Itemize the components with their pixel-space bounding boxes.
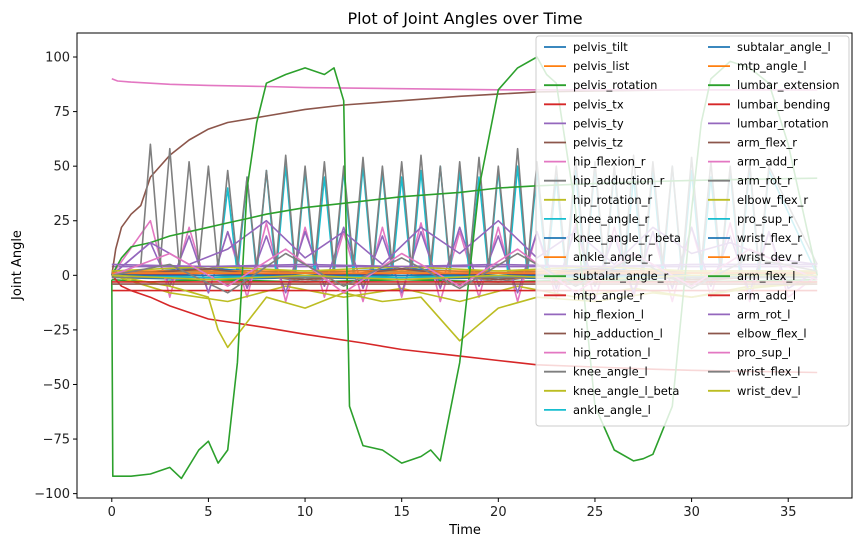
legend-label-wrist_dev_r: wrist_dev_r: [737, 250, 803, 264]
legend-label-wrist_flex_l: wrist_flex_l: [737, 365, 800, 379]
legend-label-hip_adduction_r: hip_adduction_r: [573, 174, 665, 188]
legend-label-hip_rotation_l: hip_rotation_l: [573, 346, 651, 360]
legend-label-wrist_dev_l: wrist_dev_l: [737, 384, 801, 398]
x-tick-label: 5: [204, 505, 212, 520]
legend-box: [535, 35, 850, 427]
x-tick-label: 15: [393, 505, 410, 520]
legend-label-elbow_flex_l: elbow_flex_l: [737, 327, 807, 341]
legend: pelvis_tilt pelvis_list pelvis_rotationpel…: [535, 35, 850, 427]
legend-label-wrist_flex_r: wrist_flex_r: [737, 231, 802, 245]
x-tick-label: 25: [587, 505, 604, 520]
legend-label-mtp_angle_r: mtp_angle_r: [573, 288, 644, 302]
legend-label-knee_angle_r: knee_angle_r: [573, 212, 650, 226]
series-line-pelvis_tz: [111, 89, 818, 276]
legend-label-pelvis_tz: pelvis_tz: [573, 136, 623, 150]
legend-label-subtalar_angle_l: subtalar_angle_l: [737, 40, 831, 54]
y-axis-title: Joint Angle: [10, 230, 25, 301]
y-tick-label: 25: [53, 214, 70, 229]
legend-label-pelvis_tilt: pelvis_tilt: [573, 40, 628, 54]
legend-label-elbow_flex_r: elbow_flex_r: [737, 193, 808, 207]
legend-label-pro_sup_l: pro_sup_l: [737, 346, 791, 360]
x-tick-label: 30: [683, 505, 700, 520]
legend-label-arm_add_r: arm_add_r: [737, 155, 798, 169]
plot-frame: [76, 32, 853, 499]
x-axis-ticks: 0 5 10 15 20 25 30 35: [108, 498, 797, 520]
axes: [76, 32, 853, 499]
legend-label-arm_rot_l: arm_rot_l: [737, 307, 791, 321]
legend-label-pelvis_ty: pelvis_ty: [573, 116, 624, 130]
x-tick-label: 35: [780, 505, 797, 520]
y-tick-label: 50: [53, 160, 70, 175]
legend-label-knee_angle_l: knee_angle_l: [573, 365, 648, 379]
y-tick-label: −50: [43, 378, 70, 393]
legend-label-pelvis_rotation: pelvis_rotation: [573, 78, 657, 92]
legend-label-hip_rotation_r: hip_rotation_r: [573, 193, 652, 207]
y-axis-ticks: −100 −75 −50 −25 0 25 50 75 100: [34, 51, 77, 502]
legend-label-hip_adduction_l: hip_adduction_l: [573, 327, 663, 341]
legend-label-arm_rot_r: arm_rot_r: [737, 174, 792, 188]
x-tick-label: 20: [490, 505, 507, 520]
legend-label-knee_angle_l_beta: knee_angle_l_beta: [573, 384, 679, 398]
legend-label-lumbar_bending: lumbar_bending: [737, 97, 830, 111]
legend-label-pelvis_list: pelvis_list: [573, 59, 630, 73]
legend-label-lumbar_rotation: lumbar_rotation: [737, 116, 829, 130]
x-tick-label: 10: [297, 505, 314, 520]
y-tick-label: −75: [43, 433, 70, 448]
legend-label-pelvis_tx: pelvis_tx: [573, 97, 624, 111]
legend-label-arm_add_l: arm_add_l: [737, 288, 796, 302]
legend-label-lumbar_extension: lumbar_extension: [737, 78, 840, 92]
y-tick-label: 75: [53, 105, 70, 120]
y-tick-label: −25: [43, 323, 70, 338]
y-tick-label: −100: [34, 487, 70, 502]
legend-label-ankle_angle_r: ankle_angle_r: [573, 250, 653, 264]
legend-label-knee_angle_r_beta: knee_angle_r_beta: [573, 231, 681, 245]
legend-label-ankle_angle_l: ankle_angle_l: [573, 403, 651, 417]
legend-label-mtp_angle_l: mtp_angle_l: [737, 59, 807, 73]
x-tick-label: 0: [108, 505, 116, 520]
legend-label-arm_flex_l: arm_flex_l: [737, 269, 795, 283]
legend-label-subtalar_angle_r: subtalar_angle_r: [573, 269, 669, 283]
legend-label-hip_flexion_l: hip_flexion_l: [573, 307, 644, 321]
chart-title: Plot of Joint Angles over Time: [347, 9, 582, 28]
legend-label-arm_flex_r: arm_flex_r: [737, 136, 797, 150]
legend-label-pro_sup_r: pro_sup_r: [737, 212, 793, 226]
y-tick-label: 0: [62, 269, 70, 284]
legend-label-hip_flexion_r: hip_flexion_r: [573, 155, 646, 169]
y-tick-label: 100: [45, 51, 70, 66]
x-axis-title: Time: [448, 523, 481, 538]
